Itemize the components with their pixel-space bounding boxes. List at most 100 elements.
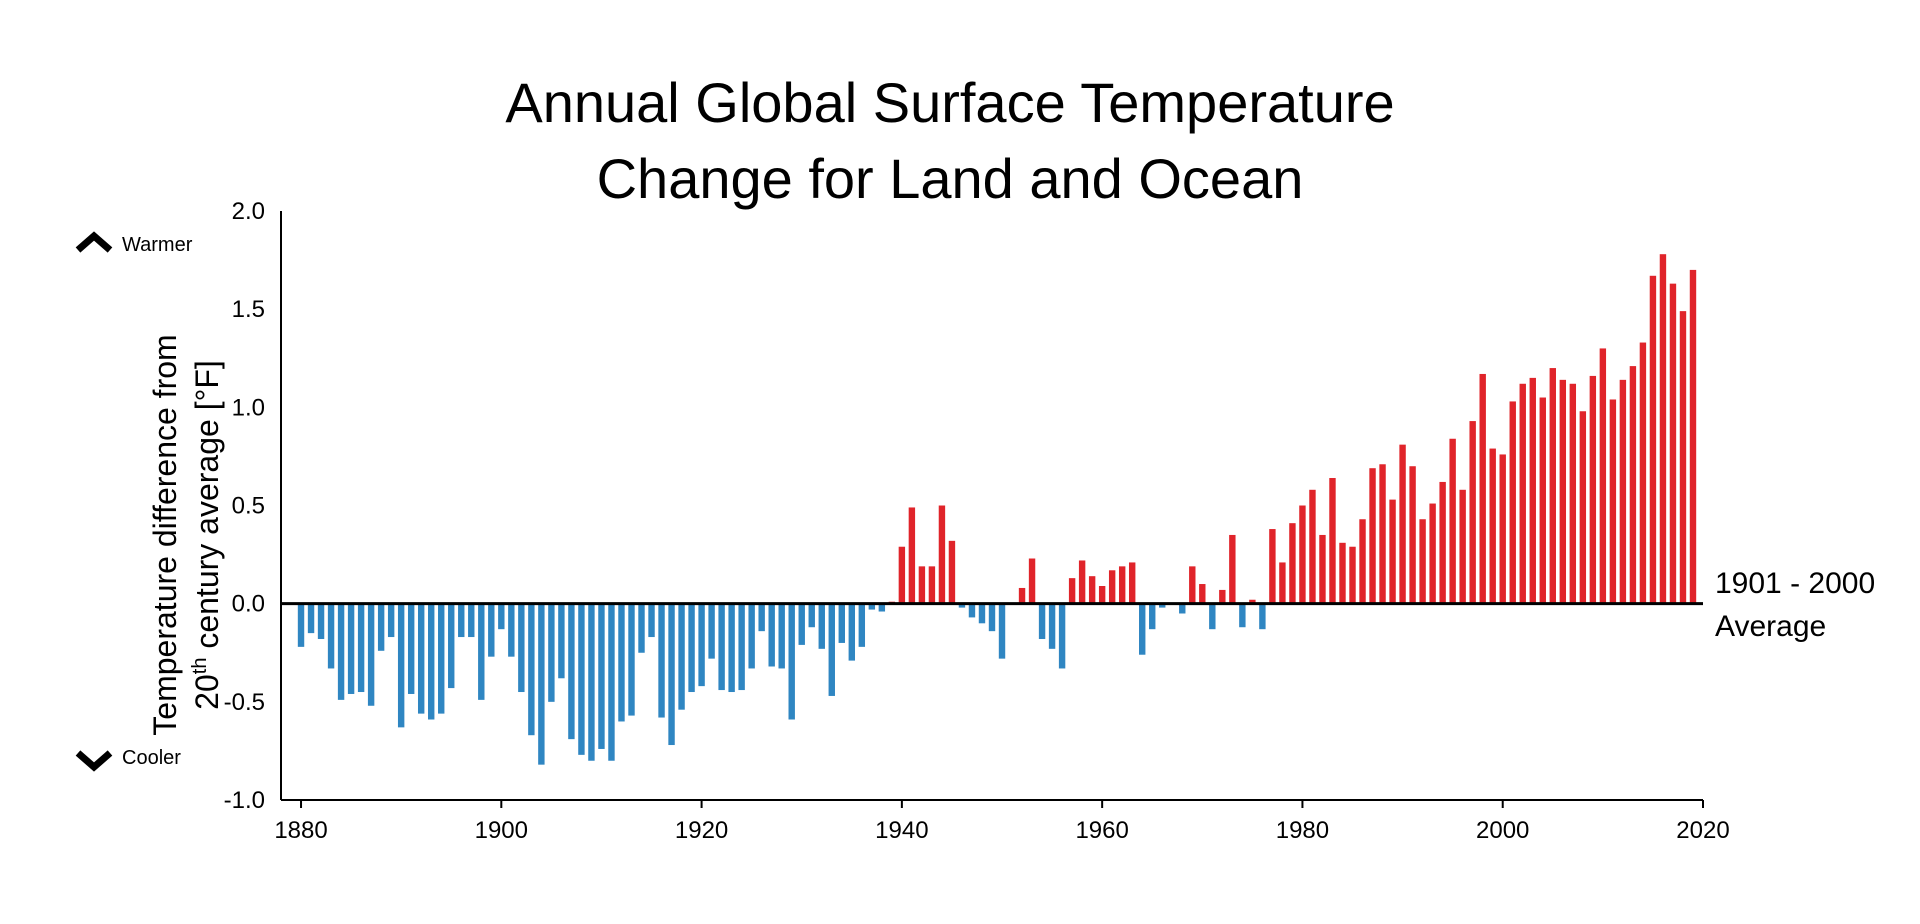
bar-1993 (1429, 503, 1436, 604)
bar-1920 (698, 603, 705, 687)
bar-2013 (1629, 366, 1637, 604)
bar-1952 (1018, 587, 1026, 604)
bar-1907 (568, 603, 575, 740)
bar-1927 (768, 603, 775, 667)
y-axis-ticks: 2.0 1.5 1.0 0.5 0.0 -0.5 -1.0 (224, 198, 265, 814)
bar-1883 (327, 603, 335, 669)
y-axis-label-ordinal-suffix: th (189, 658, 211, 675)
warmer-label: Warmer (122, 234, 193, 256)
bars-group (297, 254, 1697, 765)
bar-1895 (448, 603, 455, 689)
bar-1968 (1179, 603, 1186, 614)
bar-1977 (1269, 529, 1276, 604)
chart-title-line-1: Annual Global Surface Temperature (505, 71, 1394, 134)
x-tick-label: 1980 (1276, 817, 1329, 844)
bar-1992 (1419, 519, 1426, 604)
bar-1990 (1399, 444, 1406, 604)
bar-1982 (1319, 534, 1326, 604)
x-tick-label: 1900 (475, 817, 528, 844)
bar-1998 (1479, 373, 1486, 604)
bar-1924 (738, 603, 745, 691)
bar-1969 (1189, 566, 1196, 604)
x-tick-label: 1940 (875, 817, 928, 844)
bar-1929 (788, 603, 795, 720)
bar-1970 (1199, 584, 1206, 604)
bar-1997 (1469, 421, 1476, 604)
bar-1942 (918, 566, 926, 604)
bar-1928 (778, 603, 785, 669)
bar-1901 (508, 603, 515, 657)
bar-1978 (1279, 562, 1286, 604)
bar-1894 (438, 603, 445, 714)
bar-2018 (1679, 311, 1687, 604)
y-axis-label: Temperature difference from 20th century… (147, 334, 225, 735)
bar-1889 (387, 603, 395, 638)
bar-1945 (948, 540, 956, 604)
bar-1905 (548, 603, 555, 702)
bar-1938 (878, 603, 886, 612)
bar-1914 (638, 603, 645, 653)
bar-1913 (628, 603, 635, 716)
bar-1904 (538, 603, 545, 765)
bar-1937 (868, 603, 876, 610)
bar-1941 (908, 507, 916, 604)
bar-1917 (668, 603, 675, 746)
baseline-label-line-2: Average (1715, 610, 1826, 643)
bar-1881 (307, 603, 315, 634)
bar-1950 (998, 603, 1006, 659)
bar-1972 (1219, 589, 1226, 604)
baseline-label-line-1: 1901 - 2000 (1715, 567, 1875, 600)
bar-1906 (558, 603, 565, 679)
bar-1975 (1249, 599, 1256, 604)
bar-1940 (898, 546, 906, 604)
bar-2008 (1579, 411, 1587, 604)
bar-1943 (928, 566, 936, 604)
bar-1971 (1209, 603, 1216, 630)
y-axis-label-line-2: 20th century average [°F] (189, 360, 225, 710)
bar-1926 (758, 603, 765, 632)
bar-1935 (848, 603, 856, 661)
bar-1994 (1439, 481, 1446, 604)
bar-1974 (1239, 603, 1246, 628)
bar-1965 (1149, 603, 1156, 630)
bar-1882 (317, 603, 325, 640)
bar-1944 (938, 505, 946, 604)
bar-1958 (1078, 560, 1086, 604)
chart-title-line-2: Change for Land and Ocean (597, 147, 1304, 210)
x-tick-label: 1880 (274, 817, 327, 844)
bar-2000 (1499, 454, 1506, 604)
bar-2017 (1669, 283, 1677, 604)
bar-1880 (297, 603, 305, 647)
y-tick-label: 1.0 (232, 394, 265, 421)
bar-1912 (618, 603, 625, 722)
bar-2019 (1689, 269, 1697, 604)
bar-1900 (498, 603, 505, 630)
bar-1931 (808, 603, 815, 628)
chevron-up-icon (75, 231, 113, 253)
bar-1899 (488, 603, 495, 657)
bar-1981 (1309, 489, 1316, 604)
bar-1896 (458, 603, 465, 638)
bar-2004 (1539, 397, 1546, 604)
bar-1915 (648, 603, 655, 638)
bar-2014 (1639, 342, 1647, 604)
bar-1919 (688, 603, 695, 693)
bar-1966 (1159, 603, 1166, 608)
bar-1961 (1108, 570, 1116, 604)
bar-1953 (1028, 558, 1036, 604)
bar-1922 (718, 603, 725, 691)
bar-1884 (337, 603, 345, 700)
bar-1949 (988, 603, 996, 632)
bar-1960 (1098, 586, 1106, 604)
bar-1964 (1139, 603, 1146, 655)
y-axis-label-unit: century average [°F] (189, 360, 225, 657)
bar-2012 (1619, 379, 1627, 604)
bar-1934 (838, 603, 845, 643)
bar-2016 (1659, 254, 1667, 604)
bar-1903 (528, 603, 535, 736)
bar-1885 (347, 603, 355, 694)
x-axis-ticks: 1880 1900 1920 1940 1960 1980 2000 2020 (274, 800, 1730, 844)
bar-1983 (1329, 478, 1336, 604)
x-tick-label: 2000 (1476, 817, 1529, 844)
bar-1946 (958, 603, 966, 608)
